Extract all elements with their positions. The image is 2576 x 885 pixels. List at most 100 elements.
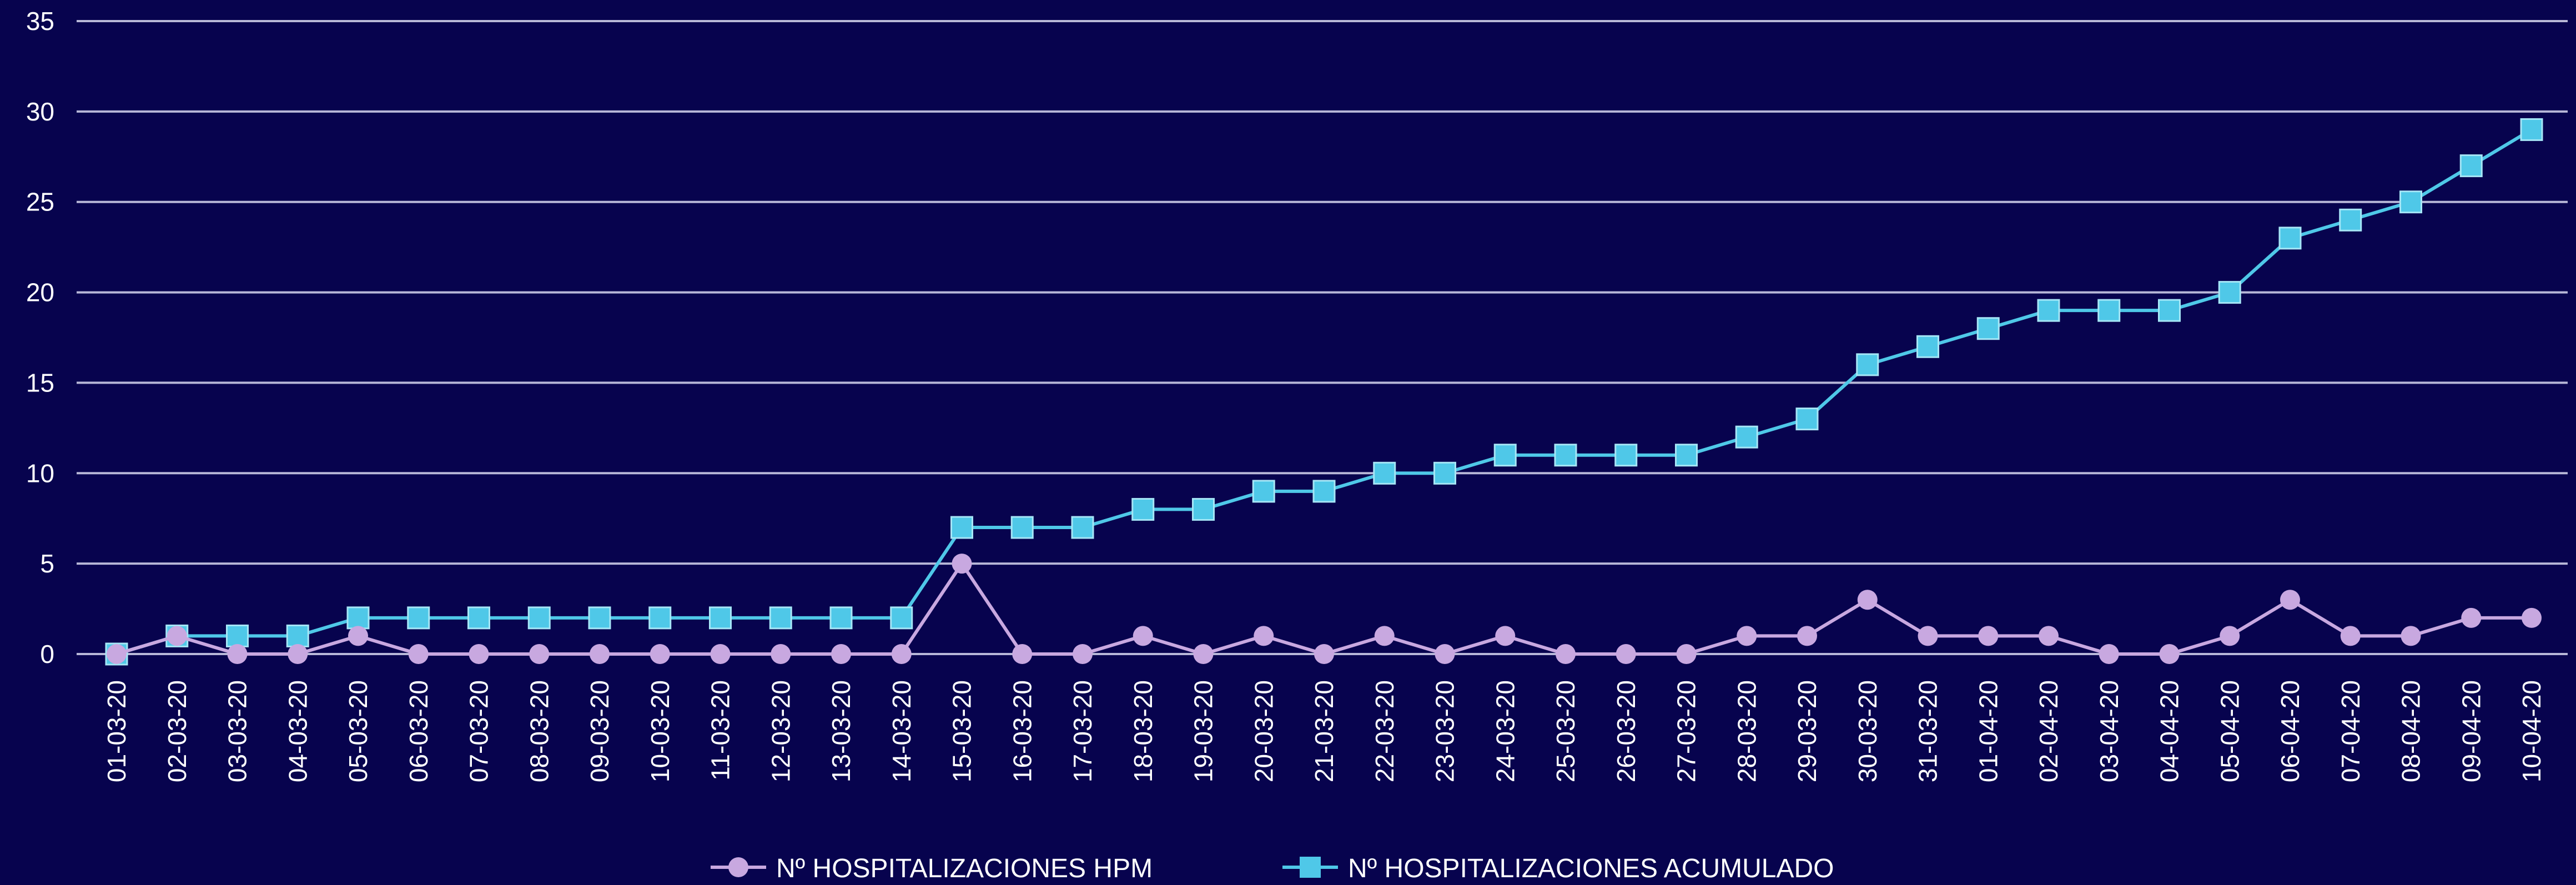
y-axis-ticks: 0 5 10 15 20 25 30 35 (26, 7, 54, 668)
data-point (467, 606, 490, 630)
data-point (2399, 190, 2422, 214)
legend-marker (1300, 857, 1321, 878)
data-point (1614, 444, 1638, 467)
data-point (1252, 480, 1275, 503)
data-point (226, 624, 249, 647)
x-tick-label: 06-03-20 (404, 680, 433, 782)
x-tick-label: 08-04-20 (2397, 680, 2426, 782)
x-tick-label: 02-03-20 (163, 680, 192, 782)
x-tick-label: 08-03-20 (525, 680, 554, 782)
data-point (2159, 644, 2180, 664)
data-point (1978, 626, 1999, 646)
data-point (2158, 299, 2181, 322)
x-tick-label: 07-03-20 (465, 680, 494, 782)
data-point (1916, 335, 1939, 358)
data-point (1374, 626, 1395, 646)
x-tick-label: 03-03-20 (223, 680, 252, 782)
data-point (2220, 626, 2240, 646)
x-tick-label: 22-03-20 (1370, 680, 1399, 782)
data-point (2280, 590, 2300, 610)
data-point (1556, 644, 1576, 664)
data-point (1073, 644, 1093, 664)
data-point (650, 644, 670, 664)
grid-layer (77, 20, 2568, 655)
data-point (769, 606, 792, 630)
x-tick-label: 21-03-20 (1310, 680, 1339, 782)
y-tick-label: 5 (40, 549, 54, 578)
data-point (1795, 408, 1819, 431)
x-tick-label: 17-03-20 (1068, 680, 1097, 782)
legend-label: Nº HOSPITALIZACIONES HPM (776, 854, 1153, 883)
data-point (829, 606, 853, 630)
data-point (1676, 644, 1697, 664)
x-tick-label: 14-03-20 (887, 680, 916, 782)
y-tick-label: 30 (26, 97, 54, 126)
x-tick-label: 01-03-20 (102, 680, 131, 782)
data-point (2520, 118, 2543, 141)
data-point (2461, 607, 2482, 628)
data-point (952, 554, 972, 574)
data-point (1312, 480, 1336, 503)
data-point (831, 644, 851, 664)
x-tick-label: 13-03-20 (827, 680, 856, 782)
data-point (648, 606, 672, 630)
x-tick-label: 01-04-20 (1974, 680, 2003, 782)
data-point (2459, 154, 2483, 178)
data-point (709, 606, 732, 630)
y-tick-label: 15 (26, 368, 54, 397)
series-hpm (107, 554, 2542, 664)
legend-item: Nº HOSPITALIZACIONES ACUMULADO (1282, 854, 1834, 883)
x-tick-label: 19-03-20 (1189, 680, 1218, 782)
data-point (529, 644, 550, 664)
x-tick-label: 12-03-20 (766, 680, 795, 782)
x-tick-label: 02-04-20 (2034, 680, 2063, 782)
x-tick-label: 31-03-20 (1914, 680, 1943, 782)
data-point (1554, 444, 1577, 467)
x-tick-label: 04-04-20 (2155, 680, 2184, 782)
x-tick-label: 29-03-20 (1793, 680, 1822, 782)
data-point (227, 644, 248, 664)
data-point (2278, 227, 2302, 250)
data-point (1071, 516, 1094, 539)
data-point (1918, 626, 1938, 646)
x-tick-label: 24-03-20 (1491, 680, 1520, 782)
data-point (1735, 425, 1758, 449)
data-point (469, 644, 489, 664)
x-tick-label: 20-03-20 (1249, 680, 1278, 782)
x-tick-label: 03-04-20 (2095, 680, 2124, 782)
data-point (2037, 299, 2060, 322)
x-tick-label: 18-03-20 (1129, 680, 1158, 782)
data-point (346, 606, 370, 630)
series-line (116, 128, 2533, 656)
data-point (891, 644, 912, 664)
x-tick-label: 28-03-20 (1732, 680, 1761, 782)
data-point (2401, 626, 2421, 646)
data-point (1192, 497, 1215, 521)
data-point (1797, 626, 1817, 646)
y-tick-label: 35 (26, 7, 54, 36)
x-tick-label: 25-03-20 (1551, 680, 1580, 782)
x-tick-label: 04-03-20 (283, 680, 312, 782)
legend-marker (728, 857, 748, 877)
x-tick-label: 27-03-20 (1672, 680, 1701, 782)
x-tick-label: 23-03-20 (1431, 680, 1460, 782)
x-tick-label: 30-03-20 (1853, 680, 1882, 782)
x-tick-label: 09-03-20 (585, 680, 614, 782)
x-tick-label: 10-04-20 (2517, 680, 2546, 782)
data-point (1433, 461, 1456, 485)
data-point (2522, 607, 2542, 628)
data-point (2099, 644, 2119, 664)
data-point (1976, 317, 2000, 340)
data-point (771, 644, 791, 664)
data-point (527, 606, 551, 630)
data-point (890, 606, 913, 630)
x-tick-label: 09-04-20 (2457, 680, 2486, 782)
data-point (1193, 644, 1214, 664)
data-point (950, 516, 973, 539)
data-point (1857, 590, 1878, 610)
y-tick-label: 20 (26, 278, 54, 307)
data-point (1675, 444, 1698, 467)
x-tick-label: 11-03-20 (706, 680, 735, 781)
y-tick-label: 25 (26, 188, 54, 217)
